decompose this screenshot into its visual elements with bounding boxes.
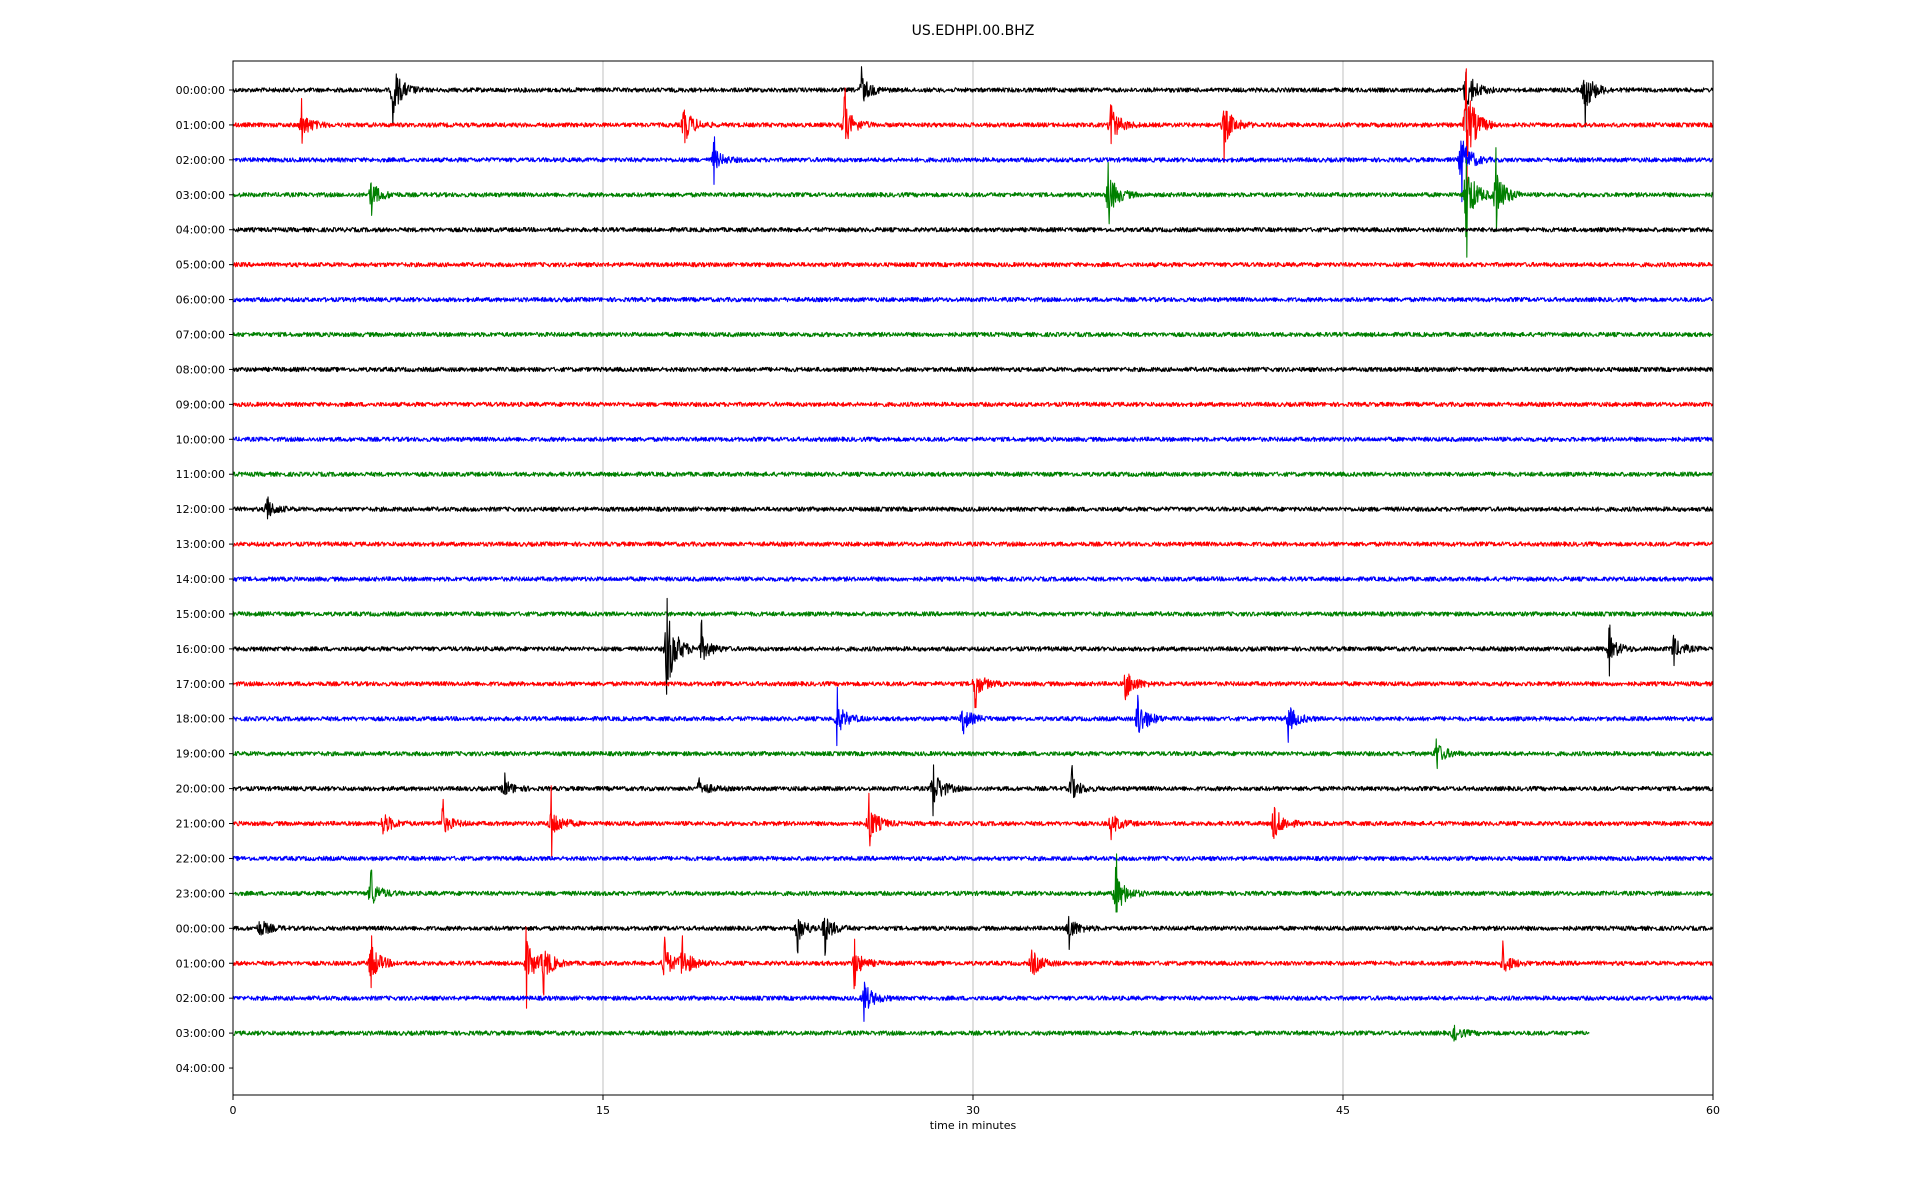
row-label: 17:00:00	[176, 678, 225, 691]
row-label: 10:00:00	[176, 433, 225, 446]
x-tick-label: 0	[230, 1104, 237, 1117]
x-axis-ticks: 0 15 30 45 60	[230, 1095, 1720, 1117]
trace-row	[232, 366, 1714, 373]
trace-row	[232, 1024, 1590, 1042]
trace-row	[232, 915, 1714, 956]
row-label: 01:00:00	[176, 957, 225, 970]
row-label: 15:00:00	[176, 608, 225, 621]
row-label: 23:00:00	[176, 887, 225, 900]
trace-row	[232, 764, 1714, 817]
chart-title: US.EDHPI.00.BHZ	[912, 23, 1035, 39]
row-label: 21:00:00	[176, 818, 225, 831]
trace-row	[232, 926, 1713, 1009]
trace-row	[232, 853, 1713, 913]
trace-row	[232, 597, 1714, 695]
trace-row	[232, 436, 1713, 443]
trace-row	[232, 496, 1714, 520]
row-label: 00:00:00	[176, 84, 225, 97]
row-label: 19:00:00	[176, 748, 225, 761]
row-label: 22:00:00	[176, 852, 225, 865]
trace-row	[232, 673, 1714, 709]
trace-row	[232, 471, 1713, 477]
row-label: 18:00:00	[176, 713, 225, 726]
trace-row	[232, 261, 1713, 268]
trace-row	[232, 738, 1713, 770]
seismic-traces	[232, 66, 1714, 1042]
row-label: 01:00:00	[176, 119, 225, 132]
row-label: 03:00:00	[176, 189, 225, 202]
row-label: 04:00:00	[176, 224, 225, 237]
x-tick-label: 30	[966, 1104, 980, 1117]
row-label: 09:00:00	[176, 398, 225, 411]
row-label: 20:00:00	[176, 783, 225, 796]
row-label: 06:00:00	[176, 294, 225, 307]
trace-row	[232, 296, 1713, 303]
trace-row	[232, 68, 1714, 210]
trace-row	[232, 686, 1713, 747]
row-label: 07:00:00	[176, 329, 225, 342]
trace-row	[232, 785, 1714, 858]
trace-row	[232, 541, 1713, 547]
row-label: 14:00:00	[176, 573, 225, 586]
x-tick-label: 60	[1706, 1104, 1720, 1117]
trace-row	[232, 611, 1713, 617]
trace-row	[232, 147, 1714, 258]
row-time-labels: 00:00:00 01:00:00 02:00:00 03:00:00 04:00:00…	[176, 84, 233, 1075]
row-label: 12:00:00	[176, 503, 225, 516]
row-label: 04:00:00	[176, 1062, 225, 1075]
x-axis-label: time in minutes	[930, 1119, 1017, 1132]
row-label: 02:00:00	[176, 154, 225, 167]
x-tick-label: 45	[1336, 1104, 1350, 1117]
row-label: 16:00:00	[176, 643, 225, 656]
trace-row	[232, 331, 1713, 338]
trace-row	[232, 981, 1714, 1022]
trace-row	[232, 401, 1714, 408]
row-label: 05:00:00	[176, 259, 225, 272]
plot-frame	[232, 60, 1714, 1096]
row-label: 11:00:00	[176, 468, 225, 481]
trace-row	[232, 576, 1714, 582]
row-label: 03:00:00	[176, 1027, 225, 1040]
x-tick-label: 15	[596, 1104, 610, 1117]
trace-row	[232, 226, 1713, 233]
row-label: 00:00:00	[176, 922, 225, 935]
row-label: 02:00:00	[176, 992, 225, 1005]
row-label: 08:00:00	[176, 363, 225, 376]
row-label: 13:00:00	[176, 538, 225, 551]
trace-row	[232, 855, 1713, 862]
